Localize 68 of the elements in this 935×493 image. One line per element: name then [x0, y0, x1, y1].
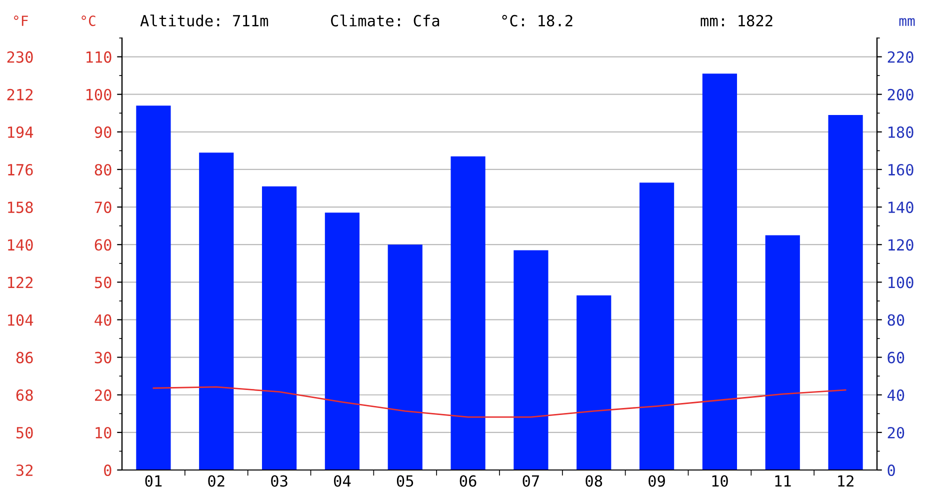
x-tick-label: 03 — [271, 475, 288, 487]
y-tick-label: 110 — [86, 51, 112, 63]
y-tick-label: 70 — [94, 202, 112, 214]
y3-tick-label: 68 — [16, 389, 33, 401]
bar — [388, 244, 422, 470]
y2-tick-label: 200 — [888, 88, 914, 100]
bar — [324, 212, 360, 470]
y2-tick-label: 220 — [888, 51, 914, 63]
y2-tick-label: 60 — [888, 352, 904, 364]
y3-axis-title: °F — [14, 16, 28, 26]
x-tick-label: 04 — [334, 475, 351, 487]
y3-tick-label: 32 — [16, 464, 33, 476]
bar — [639, 182, 674, 470]
bar — [702, 74, 738, 470]
y2-tick-label: 40 — [887, 389, 904, 401]
y3-tick-label: 158 — [8, 202, 33, 214]
y-tick-label: 20 — [95, 389, 112, 401]
y3-tick-label: 86 — [16, 352, 33, 364]
bar — [199, 152, 234, 470]
y2-tick-label: 120 — [888, 239, 914, 251]
y-tick-label: 0 — [104, 464, 112, 476]
bar — [765, 235, 800, 470]
x-tick-label: 05 — [396, 475, 414, 487]
y-tick-label: 50 — [94, 276, 112, 288]
bar — [576, 295, 612, 470]
y2-axis-title: mm — [899, 18, 915, 26]
line-series — [152, 386, 846, 418]
text: °C: 18.2 — [502, 14, 572, 26]
y2-tick-label: 80 — [888, 314, 904, 326]
y3-tick-label: 194 — [8, 126, 34, 138]
x-tick-label: 07 — [522, 475, 540, 487]
y2-tick-label: 0 — [888, 464, 895, 476]
y2-tick-label: 140 — [888, 202, 914, 214]
y3-tick-label: 140 — [8, 239, 33, 251]
x-tick-label: 01 — [145, 475, 162, 487]
y3-tick-label: 104 — [8, 314, 34, 326]
y3-tick-label: 212 — [7, 88, 33, 100]
text: mm: 1822 — [700, 14, 772, 26]
y-tick-label: 40 — [94, 314, 112, 326]
y3-tick-label: 176 — [8, 164, 33, 176]
y-tick-label: 10 — [96, 426, 112, 438]
y-tick-label: 30 — [94, 352, 112, 364]
bar — [136, 106, 171, 470]
y-tick-label: 80 — [94, 164, 112, 176]
x-tick-label: 11 — [775, 475, 791, 487]
text: Altitude: 711m — [140, 14, 268, 26]
bar — [514, 250, 548, 470]
x-tick-label: 02 — [208, 475, 224, 487]
x-tick-label: 12 — [838, 475, 854, 487]
y2-tick-label: 180 — [888, 126, 914, 138]
y3-tick-label: 50 — [16, 426, 33, 438]
y-axis-title: °C — [82, 16, 96, 26]
x-tick-label: 10 — [712, 475, 728, 487]
y-tick-label: 90 — [94, 126, 112, 138]
bar — [450, 156, 486, 470]
y-tick-label: 100 — [86, 88, 112, 100]
y2-tick-label: 100 — [888, 276, 914, 288]
y2-tick-label: 160 — [888, 164, 914, 176]
text: Climate: Cfa — [331, 14, 440, 26]
x-tick-label: 08 — [586, 475, 602, 487]
y-tick-label: 60 — [94, 239, 112, 251]
bar — [828, 115, 863, 470]
x-tick-label: 06 — [460, 475, 476, 487]
y3-tick-label: 122 — [8, 276, 33, 288]
x-tick-label: 09 — [648, 475, 665, 487]
bar — [262, 186, 297, 470]
y3-tick-label: 230 — [7, 51, 33, 63]
y2-tick-label: 20 — [888, 426, 904, 438]
